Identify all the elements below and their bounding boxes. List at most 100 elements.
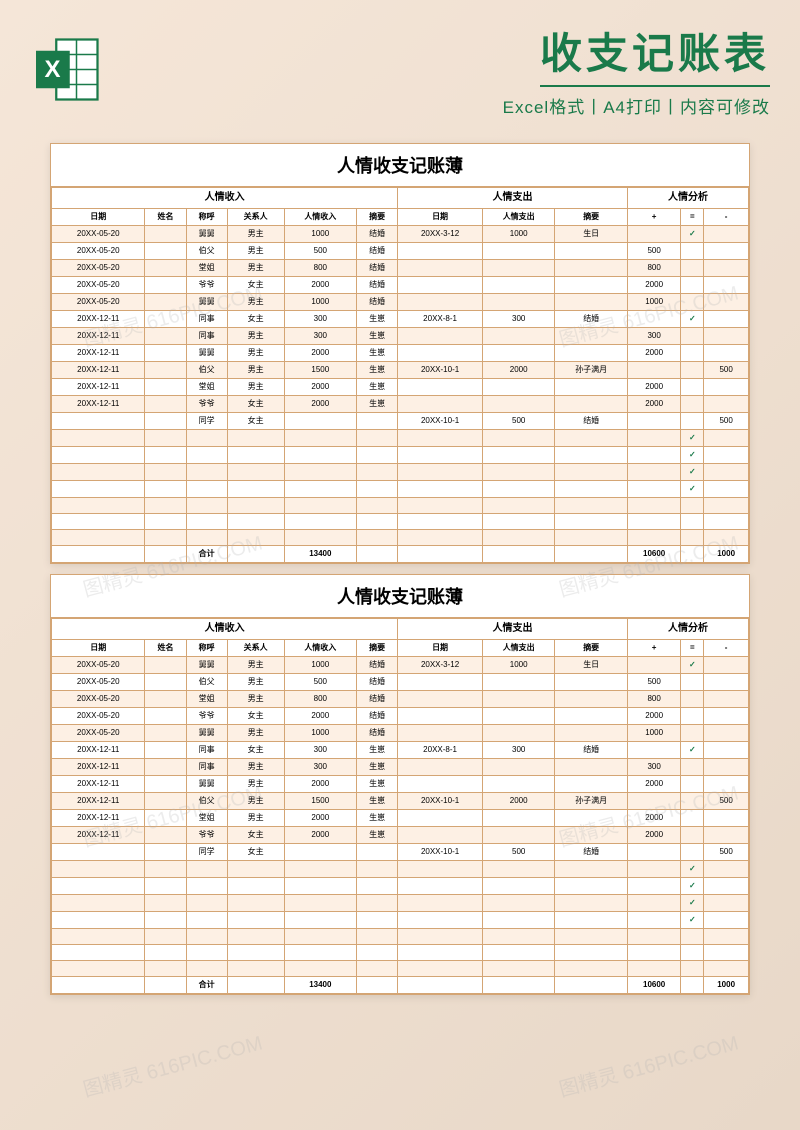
section-header-row: 人情收入 人情支出 人情分析 — [52, 188, 749, 209]
section-analysis: 人情分析 — [627, 619, 748, 640]
table-row — [52, 514, 749, 530]
cell-contact: 男主 — [227, 294, 284, 311]
cell-contact: 男主 — [227, 243, 284, 260]
cell-minus — [704, 294, 749, 311]
col-expense: 人情支出 — [482, 209, 555, 226]
cell-income: 2000 — [284, 379, 357, 396]
cell-date2 — [398, 379, 483, 396]
section-expense: 人情支出 — [398, 188, 628, 209]
cell-summary2 — [555, 810, 628, 827]
cell-contact — [227, 514, 284, 530]
col-plus: + — [627, 640, 680, 657]
cell-income: 1500 — [284, 793, 357, 810]
cell-expense — [482, 708, 555, 725]
cell-minus: 500 — [704, 362, 749, 379]
total-minus: 1000 — [704, 546, 749, 563]
cell-summary2: 生日 — [555, 226, 628, 243]
cell-equal — [681, 691, 704, 708]
cell-name — [145, 657, 186, 674]
cell-relation: 舅舅 — [186, 294, 227, 311]
total-minus: 1000 — [704, 977, 749, 994]
cell-relation: 堂姐 — [186, 810, 227, 827]
cell-name — [145, 708, 186, 725]
cell-relation: 舅舅 — [186, 657, 227, 674]
cell-expense — [482, 396, 555, 413]
cell-date — [52, 912, 145, 929]
cell-summary — [357, 961, 398, 977]
cell-plus: 2000 — [627, 810, 680, 827]
col-expense: 人情支出 — [482, 640, 555, 657]
cell-name — [145, 430, 186, 447]
cell-date2 — [398, 294, 483, 311]
cell-summary: 结婚 — [357, 243, 398, 260]
col-contact: 关系人 — [227, 209, 284, 226]
cell-plus: 1000 — [627, 725, 680, 742]
cell-name — [145, 742, 186, 759]
cell-summary — [357, 464, 398, 481]
cell-summary: 生崽 — [357, 793, 398, 810]
cell-expense: 300 — [482, 742, 555, 759]
cell-income — [284, 961, 357, 977]
cell-equal — [681, 277, 704, 294]
cell-relation: 同事 — [186, 759, 227, 776]
cell-equal: ✓ — [681, 878, 704, 895]
cell-equal — [681, 759, 704, 776]
cell-equal — [681, 514, 704, 530]
table-row: 20XX-05-20 舅舅 男主 1000 结婚 20XX-3-12 1000 … — [52, 226, 749, 243]
cell-summary — [357, 498, 398, 514]
cell-date: 20XX-05-20 — [52, 691, 145, 708]
cell-income: 500 — [284, 674, 357, 691]
table-row: 20XX-05-20 舅舅 男主 1000 结婚 20XX-3-12 1000 … — [52, 657, 749, 674]
cell-equal: ✓ — [681, 742, 704, 759]
page-header: X 收支记账表 Excel格式丨A4打印丨内容可修改 — [0, 0, 800, 133]
cell-plus: 500 — [627, 674, 680, 691]
cell-expense: 2000 — [482, 793, 555, 810]
cell-date2 — [398, 328, 483, 345]
col-date: 日期 — [52, 640, 145, 657]
cell-date — [52, 530, 145, 546]
cell-plus — [627, 793, 680, 810]
cell-name — [145, 878, 186, 895]
cell-summary2 — [555, 674, 628, 691]
cell-summary2: 生日 — [555, 657, 628, 674]
cell-income: 2000 — [284, 708, 357, 725]
cell-contact: 女主 — [227, 708, 284, 725]
cell-name — [145, 861, 186, 878]
cell-date2 — [398, 945, 483, 961]
cell-income — [284, 464, 357, 481]
cell-income: 2000 — [284, 776, 357, 793]
cell-name — [145, 328, 186, 345]
cell-relation: 堂姐 — [186, 379, 227, 396]
cell-expense — [482, 260, 555, 277]
cell-date2: 20XX-10-1 — [398, 793, 483, 810]
cell-relation: 堂姐 — [186, 260, 227, 277]
cell-summary2 — [555, 691, 628, 708]
cell-minus — [704, 691, 749, 708]
cell-name — [145, 481, 186, 498]
cell-date2 — [398, 878, 483, 895]
table-row: 20XX-12-11 同事 女主 300 生崽 20XX-8-1 300 结婚 … — [52, 742, 749, 759]
cell-name — [145, 226, 186, 243]
cell-relation — [186, 530, 227, 546]
cell-income: 1000 — [284, 294, 357, 311]
cell-equal — [681, 328, 704, 345]
cell-minus — [704, 945, 749, 961]
cell-summary: 生崽 — [357, 328, 398, 345]
cell-plus — [627, 311, 680, 328]
cell-income: 300 — [284, 759, 357, 776]
cell-name — [145, 464, 186, 481]
total-label: 合计 — [186, 977, 227, 994]
cell-plus — [627, 226, 680, 243]
cell-summary2 — [555, 912, 628, 929]
cell-income: 1000 — [284, 657, 357, 674]
cell-date2 — [398, 691, 483, 708]
cell-summary: 结婚 — [357, 657, 398, 674]
cell-equal — [681, 362, 704, 379]
cell-date: 20XX-12-11 — [52, 379, 145, 396]
cell-summary — [357, 430, 398, 447]
cell-summary — [357, 929, 398, 945]
col-equal: = — [681, 209, 704, 226]
section-income: 人情收入 — [52, 188, 398, 209]
cell-minus — [704, 725, 749, 742]
cell-date2: 20XX-3-12 — [398, 657, 483, 674]
